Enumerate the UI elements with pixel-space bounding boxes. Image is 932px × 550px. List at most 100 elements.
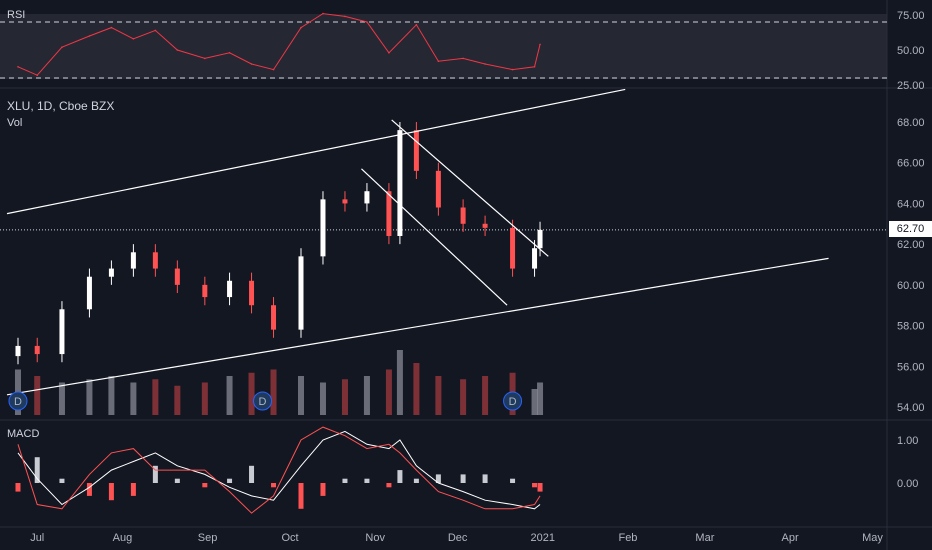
volume-bar bbox=[413, 363, 420, 415]
candle-body bbox=[435, 170, 441, 208]
macd-histogram-bar bbox=[397, 470, 403, 483]
dividend-marker bbox=[8, 391, 28, 411]
rsi-point bbox=[250, 63, 253, 65]
price-tick-label: 68.00 bbox=[897, 117, 925, 129]
dividend-marker bbox=[503, 391, 523, 411]
volume-bar bbox=[108, 376, 115, 415]
price-tick-label: 54.00 bbox=[897, 402, 925, 414]
x-tick-label: Mar bbox=[695, 532, 714, 544]
macd-histogram-bar bbox=[152, 465, 158, 483]
rsi-point bbox=[533, 66, 536, 68]
dividend-marker-label: D bbox=[509, 396, 517, 408]
candle-body bbox=[298, 256, 304, 330]
candle-body bbox=[364, 191, 370, 204]
rsi-tick-label: 25.00 bbox=[897, 80, 925, 92]
rsi-band bbox=[0, 14, 887, 79]
rsi-point bbox=[228, 52, 231, 54]
macd-tick-label: 1.00 bbox=[897, 435, 918, 447]
macd-histogram-bar bbox=[271, 483, 277, 488]
candle-body bbox=[342, 199, 348, 204]
volume-bar bbox=[531, 389, 538, 415]
x-tick-label: Feb bbox=[618, 532, 637, 544]
x-tick-label: Nov bbox=[365, 532, 385, 544]
volume-bar bbox=[396, 350, 403, 415]
x-tick-label: 2021 bbox=[531, 532, 555, 544]
rsi-point bbox=[539, 43, 541, 46]
last-price-tag: 62.70 bbox=[889, 221, 932, 237]
candle-body bbox=[386, 191, 392, 236]
rsi-point bbox=[300, 26, 302, 29]
macd-histogram-bar bbox=[320, 483, 326, 496]
volume-bar bbox=[537, 382, 544, 415]
wedge-lower-line bbox=[361, 168, 508, 306]
candle-body bbox=[227, 280, 233, 298]
macd-histogram-bar bbox=[532, 483, 538, 488]
macd-histogram-bar bbox=[130, 483, 136, 496]
price-tick-label: 56.00 bbox=[897, 361, 925, 373]
volume-bar bbox=[152, 379, 159, 415]
rsi-tick-label: 50.00 bbox=[897, 45, 925, 57]
macd-histogram-bar bbox=[482, 474, 488, 483]
price-tick-label: 66.00 bbox=[897, 158, 925, 170]
rsi-point bbox=[204, 57, 206, 60]
volume-bar bbox=[226, 376, 233, 415]
candle-body bbox=[271, 305, 277, 330]
rsi-point bbox=[61, 46, 63, 48]
candle-body bbox=[34, 345, 40, 355]
wedge-upper-line bbox=[391, 119, 549, 257]
rsi-point bbox=[88, 35, 91, 37]
candle-body bbox=[130, 252, 136, 269]
dividend-marker-label: D bbox=[14, 396, 22, 408]
price-tick-label: 62.00 bbox=[897, 239, 925, 251]
dividend-marker bbox=[253, 391, 273, 411]
rsi-point bbox=[388, 52, 390, 54]
candle-body bbox=[86, 276, 92, 310]
price-tick-label: 58.00 bbox=[897, 321, 925, 333]
candle-body bbox=[482, 223, 488, 228]
rsi-point bbox=[437, 60, 440, 62]
rsi-title: RSI bbox=[7, 9, 26, 21]
dividend-marker-label: D bbox=[259, 396, 267, 408]
volume-bar bbox=[174, 385, 181, 415]
macd-histogram-bar bbox=[510, 478, 516, 483]
volume-bar bbox=[435, 376, 442, 415]
macd-histogram-bar bbox=[15, 483, 21, 492]
rsi-point bbox=[272, 68, 275, 71]
macd-histogram-bar bbox=[59, 478, 65, 483]
rsi-point bbox=[110, 26, 113, 29]
candle-body bbox=[413, 130, 419, 171]
rsi-point bbox=[415, 24, 418, 26]
volume-bar bbox=[319, 382, 326, 415]
candle-body bbox=[15, 345, 21, 357]
rsi-point bbox=[36, 74, 39, 76]
macd-tick-label: 0.00 bbox=[897, 478, 918, 490]
candle-body bbox=[59, 309, 65, 355]
volume-title: Vol bbox=[7, 117, 23, 129]
candle-body bbox=[532, 248, 538, 269]
macd-histogram-bar bbox=[460, 474, 466, 483]
candle-body bbox=[174, 268, 180, 285]
volume-bar bbox=[297, 376, 304, 415]
price-tick-label: 64.00 bbox=[897, 198, 925, 210]
rsi-point bbox=[17, 66, 19, 68]
channel-upper-line bbox=[6, 88, 626, 215]
macd-histogram-bar bbox=[298, 483, 304, 509]
signal-line bbox=[17, 426, 541, 514]
volume-bar bbox=[58, 382, 65, 415]
volume-bar bbox=[482, 376, 489, 415]
macd-histogram-bar bbox=[34, 457, 40, 483]
macd-histogram-bar bbox=[249, 465, 255, 483]
candle-body bbox=[510, 227, 516, 269]
macd-line bbox=[17, 430, 541, 510]
candle-body bbox=[108, 268, 114, 277]
rsi-point bbox=[132, 38, 135, 40]
x-tick-label: Jul bbox=[30, 532, 44, 544]
x-tick-label: Aug bbox=[113, 532, 133, 544]
x-tick-label: May bbox=[862, 532, 883, 544]
macd-histogram-bar bbox=[86, 483, 92, 496]
rsi-point bbox=[462, 57, 464, 60]
rsi-tick-label: 75.00 bbox=[897, 10, 925, 22]
candle-body bbox=[537, 229, 543, 249]
macd-histogram-bar bbox=[413, 478, 419, 483]
